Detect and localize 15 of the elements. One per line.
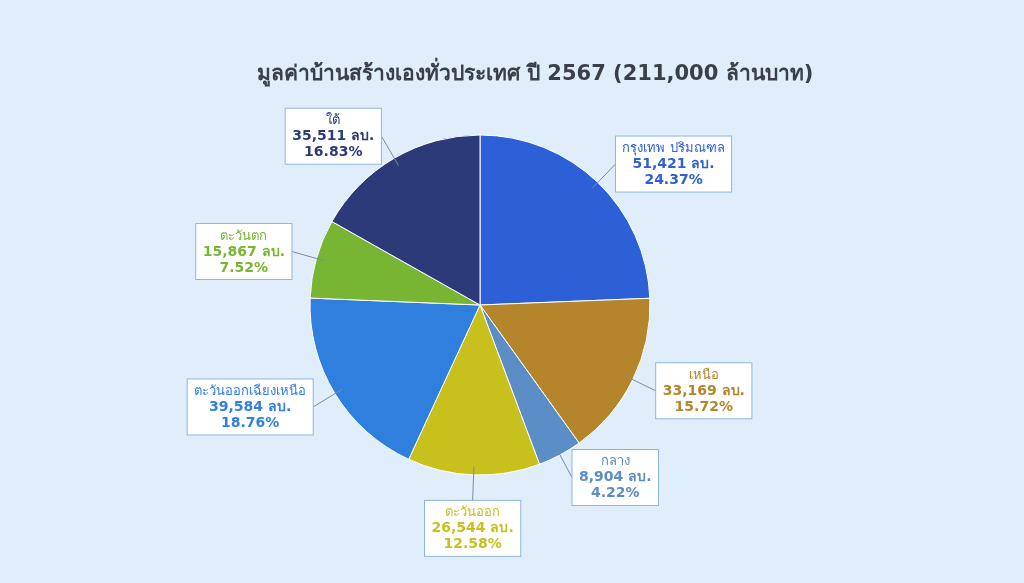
slice-label: ตะวันออก (445, 504, 501, 520)
data-label: 39,584 ลบ. 18.76% (209, 397, 292, 430)
data-label: 35,511 ลบ. 16.83% (292, 127, 375, 160)
slice-label: กรุงเทพ ปริมณฑล (622, 140, 725, 157)
data-label: 33,169 ลบ. 15.72% (662, 381, 745, 414)
data-label: 51,421 ลบ. 24.37% (632, 155, 715, 188)
slice-label: ตะวันตก (220, 227, 268, 243)
slice-label: ใต้ (326, 112, 341, 128)
slice-label: เหนือ (688, 366, 719, 382)
data-label: 8,904 ลบ. 4.22% (579, 468, 652, 501)
slice-label: ตะวันออกเฉียงเหนือ (194, 382, 307, 398)
chart-title: มูลค่าบ้านสร้างเองทั่วประเทศ ปี 2567 (211,000 ล้านบาท) (256, 57, 814, 87)
data-label: 26,544 ลบ. 12.58% (431, 519, 514, 552)
data-label: 15,867 ลบ. 7.52% (202, 242, 285, 275)
slice-label: กลาง (600, 453, 630, 469)
